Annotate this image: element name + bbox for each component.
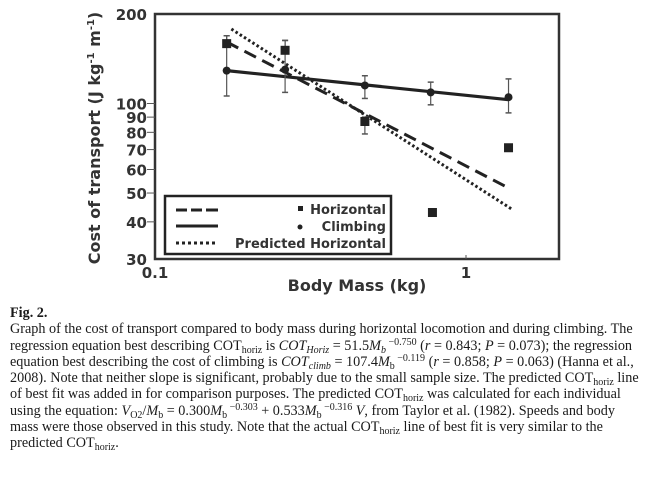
legend-label-horizontal: Horizontal [310, 203, 386, 218]
y-tick-label: 200 [116, 6, 147, 24]
caption-body: Graph of the cost of transport compared … [10, 321, 639, 454]
legend-label-predicted: Predicted Horizontal [235, 237, 386, 252]
figure-label: Fig. 2. [10, 305, 48, 321]
horizontal-point [427, 208, 437, 218]
horizontal-point [504, 143, 514, 153]
legend-circle-marker [297, 224, 303, 230]
climbing-point [222, 66, 231, 75]
legend: Horizontal Climbing Predicted Horizontal [163, 194, 393, 256]
climbing-point [360, 81, 369, 90]
legend-square-marker [298, 206, 303, 211]
fit-line-dotted [230, 27, 514, 211]
climbing-point [281, 65, 290, 74]
horizontal-point [280, 45, 290, 55]
horizontal-point [360, 116, 370, 126]
horizontal-point [222, 39, 232, 49]
figure-caption: Fig. 2. Graph of the cost of transport c… [10, 305, 645, 454]
x-tick-label: 1 [461, 264, 471, 282]
climbing-point [426, 88, 435, 97]
y-tick-label: 50 [126, 185, 147, 203]
plot-frame [153, 12, 561, 261]
y-tick-label: 30 [126, 251, 147, 269]
fit-line-dashed [225, 40, 510, 190]
y-tick-label: 40 [126, 214, 147, 232]
y-tick-label: 80 [126, 124, 147, 142]
y-tick-label: 90 [126, 109, 147, 127]
y-axis-title: Cost of transport (J kg-1 m-1) [85, 12, 104, 265]
x-tick-label: 0.1 [142, 264, 169, 282]
y-tick-label: 70 [126, 142, 147, 160]
legend-label-climbing: Climbing [322, 220, 386, 235]
y-tick-label: 60 [126, 161, 147, 179]
climbing-point [504, 93, 513, 102]
x-axis-title: Body Mass (kg) [288, 276, 427, 295]
y-tick-label: 100 [116, 96, 147, 114]
